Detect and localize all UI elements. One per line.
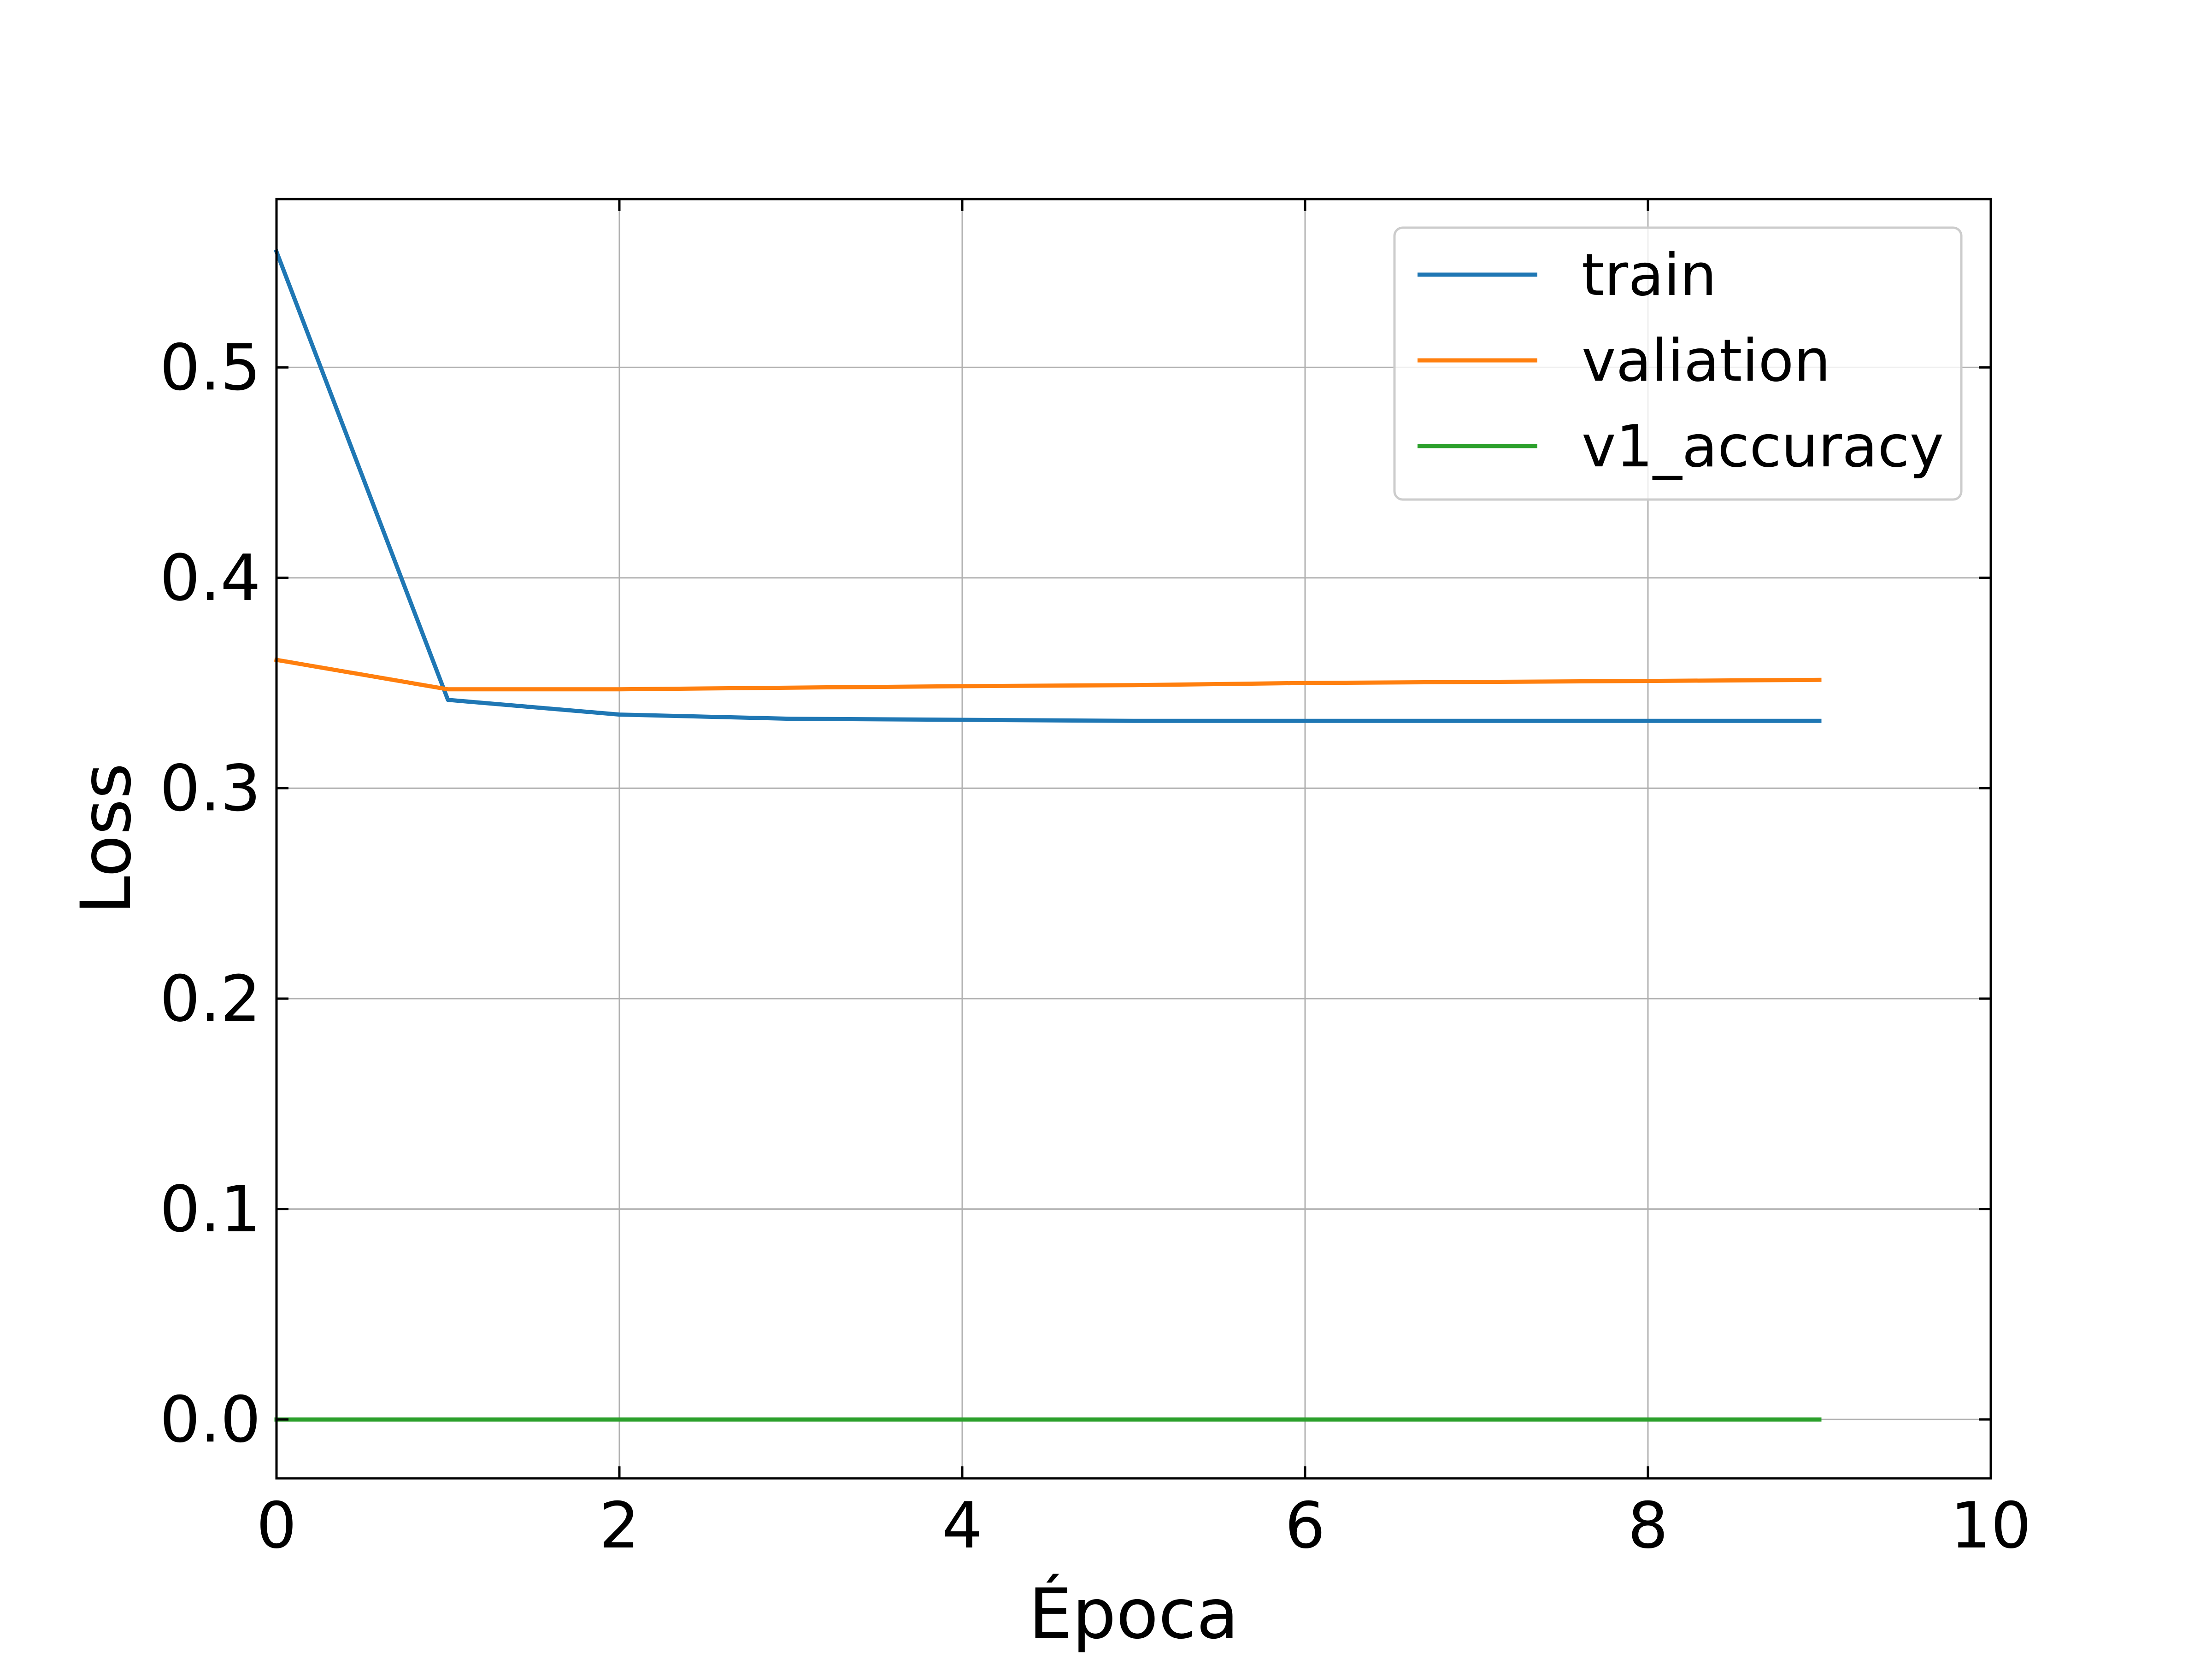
- grid: [276, 199, 1992, 1478]
- ticks: [275, 199, 1992, 1478]
- y-axis-label: Loss: [66, 763, 147, 914]
- x-tick-label: 0: [256, 1488, 297, 1563]
- y-tick-label: 0.4: [160, 541, 261, 615]
- y-tick-label: 0.5: [160, 330, 261, 405]
- plot-frame: [275, 198, 1992, 1480]
- x-axis-label: Época: [1029, 1574, 1239, 1654]
- series-line-train: [274, 249, 1822, 723]
- x-tick-label: 6: [1285, 1488, 1325, 1563]
- legend-box: [1393, 226, 1963, 501]
- x-tick-label: 8: [1628, 1488, 1668, 1563]
- legend-label: train: [1582, 241, 1717, 309]
- legend-label: valiation: [1582, 327, 1830, 394]
- series-line-valiation: [274, 657, 1822, 692]
- y-tick-label: 0.0: [160, 1382, 261, 1457]
- x-tick-label: 10: [1950, 1488, 2031, 1563]
- y-tick-label: 0.3: [160, 751, 261, 825]
- x-tick-label: 4: [942, 1488, 982, 1563]
- y-tick-label: 0.2: [160, 962, 261, 1036]
- series-layer: [274, 249, 1822, 1422]
- legend-entries: train valiation v1_accuracy: [1418, 241, 1944, 480]
- tick-labels: 0 2 4 6 8 10 0.0 0.1 0.2 0.3 0.4 0.5: [160, 330, 2031, 1563]
- legend: train valiation v1_accuracy: [1393, 226, 1963, 501]
- legend-label: v1_accuracy: [1582, 412, 1944, 480]
- x-tick-label: 2: [599, 1488, 640, 1563]
- y-tick-label: 0.1: [160, 1172, 261, 1247]
